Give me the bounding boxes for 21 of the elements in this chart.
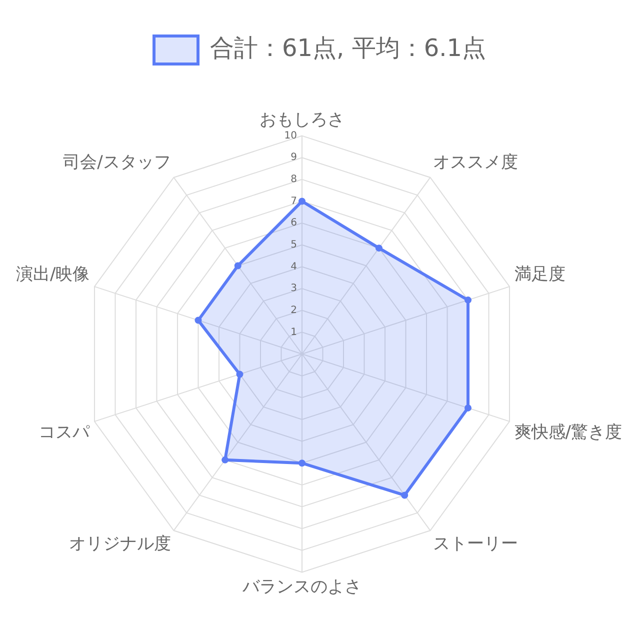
spoke-label: コスパ <box>38 422 91 443</box>
spoke-label: ストーリー <box>433 534 518 554</box>
spoke-label: オリジナル度 <box>68 534 171 554</box>
legend-label: 合計：61点, 平均：6.1点 <box>210 34 486 62</box>
spoke-label: おもしろさ <box>260 110 344 130</box>
y-tick-label: 10 <box>284 130 297 142</box>
y-tick-label: 3 <box>290 283 297 294</box>
spoke-label: 爽快感/驚き度 <box>514 422 622 443</box>
spoke-label: 司会/スタッフ <box>63 152 171 173</box>
y-tick-label: 2 <box>290 304 297 316</box>
spoke-label: バランスのよさ <box>242 576 362 597</box>
y-tick-label: 9 <box>290 152 297 164</box>
y-tick-label: 5 <box>290 239 297 250</box>
y-tick-label: 1 <box>290 326 297 338</box>
spoke-label: 演出/映像 <box>16 264 90 284</box>
spoke-label: オススメ度 <box>433 152 518 173</box>
y-tick-label: 6 <box>290 218 297 229</box>
spoke-label: 満足度 <box>514 264 566 284</box>
y-tick-label: 8 <box>290 174 297 186</box>
y-tick-label: 4 <box>290 261 297 272</box>
y-tick-label: 7 <box>290 196 297 207</box>
